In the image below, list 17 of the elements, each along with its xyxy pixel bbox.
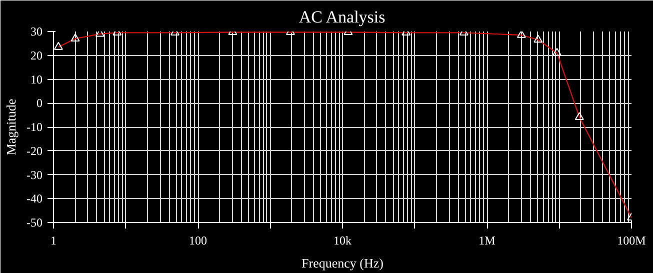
- x-tick-label: 100: [189, 234, 207, 248]
- y-tick-label: -20: [26, 144, 43, 158]
- chart-title: AC Analysis: [298, 8, 386, 26]
- y-tick-label: 30: [30, 24, 42, 38]
- x-tick-label: 100M: [617, 234, 646, 248]
- y-tick-label: -40: [26, 192, 43, 206]
- x-tick-label: 1: [50, 234, 56, 248]
- x-tick-label: 10k: [334, 234, 352, 248]
- y-tick-label: -30: [26, 168, 43, 182]
- y-tick-label: 0: [36, 96, 42, 110]
- y-tick-label: 10: [30, 72, 42, 86]
- x-tick-label: 1M: [478, 234, 496, 248]
- y-tick-label: -50: [26, 216, 43, 230]
- x-axis-title: Frequency (Hz): [302, 256, 384, 270]
- y-axis-title: Magnitude: [4, 98, 19, 156]
- y-tick-label: 20: [30, 48, 42, 62]
- y-tick-label: -10: [26, 120, 43, 134]
